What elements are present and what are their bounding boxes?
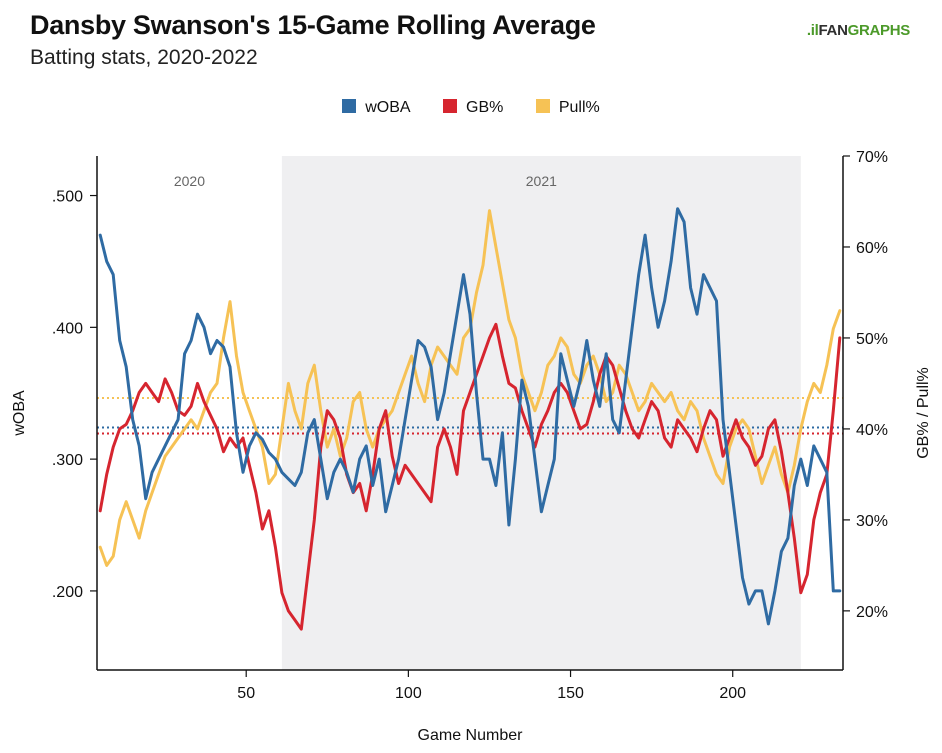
series-lines [98, 207, 842, 631]
season-label-2021: 2021 [526, 173, 557, 189]
y-axis-left-title: wOBA [11, 390, 28, 437]
y-right-tick-label: 40% [856, 422, 888, 439]
y-left-tick-label: .400 [52, 320, 83, 337]
y-left-tick-label: .500 [52, 189, 83, 206]
y-axis-right-title: GB% / Pull% [915, 367, 932, 459]
legend-label-woba: wOBA [365, 99, 411, 116]
season-label-2020: 2020 [174, 173, 205, 189]
x-tick-label: 150 [557, 685, 584, 702]
y-left-tick-label: .200 [52, 584, 83, 601]
legend-swatch-pull [535, 99, 550, 113]
chart-labels: 2020 2021 50 100 150 200 .200 .300 .400 .500 20% 30… [11, 149, 932, 744]
series-line-gb [98, 322, 842, 631]
x-tick-label: 200 [719, 685, 746, 702]
fangraphs-logo[interactable]: .ilFANGRAPHS [807, 22, 910, 39]
y-right-tick-label: 50% [856, 331, 888, 348]
x-tick-label: 50 [237, 685, 255, 702]
y-right-tick-label: 20% [856, 604, 888, 621]
logo-graphs-text: GRAPHS [847, 22, 911, 39]
legend-item-pull[interactable]: Pull% [535, 99, 600, 117]
season-shade-2021 [281, 156, 801, 670]
x-axis-title: Game Number [418, 727, 524, 744]
legend-swatch-woba [342, 99, 357, 113]
legend-item-woba[interactable]: wOBA [342, 99, 411, 117]
legend-swatch-gb [443, 99, 458, 113]
logo-fan-text: FAN [818, 22, 848, 39]
x-tick-label: 100 [395, 685, 422, 702]
series-line-woba [98, 207, 842, 626]
chart-legend: wOBA GB% Pull% [0, 99, 942, 117]
y-right-tick-label: 70% [856, 149, 888, 166]
y-right-tick-label: 30% [856, 513, 888, 530]
chart-subtitle: Batting stats, 2020-2022 [30, 46, 258, 69]
y-right-tick-label: 60% [856, 240, 888, 257]
chart-axes [90, 155, 850, 677]
chart-title: Dansby Swanson's 15-Game Rolling Average [30, 10, 596, 40]
legend-label-pull: Pull% [558, 99, 600, 116]
y-left-tick-label: .300 [52, 452, 83, 469]
legend-item-gb[interactable]: GB% [443, 99, 503, 117]
season-shading [281, 156, 801, 670]
logo-bars: .il [806, 22, 819, 39]
legend-label-gb: GB% [466, 99, 504, 116]
